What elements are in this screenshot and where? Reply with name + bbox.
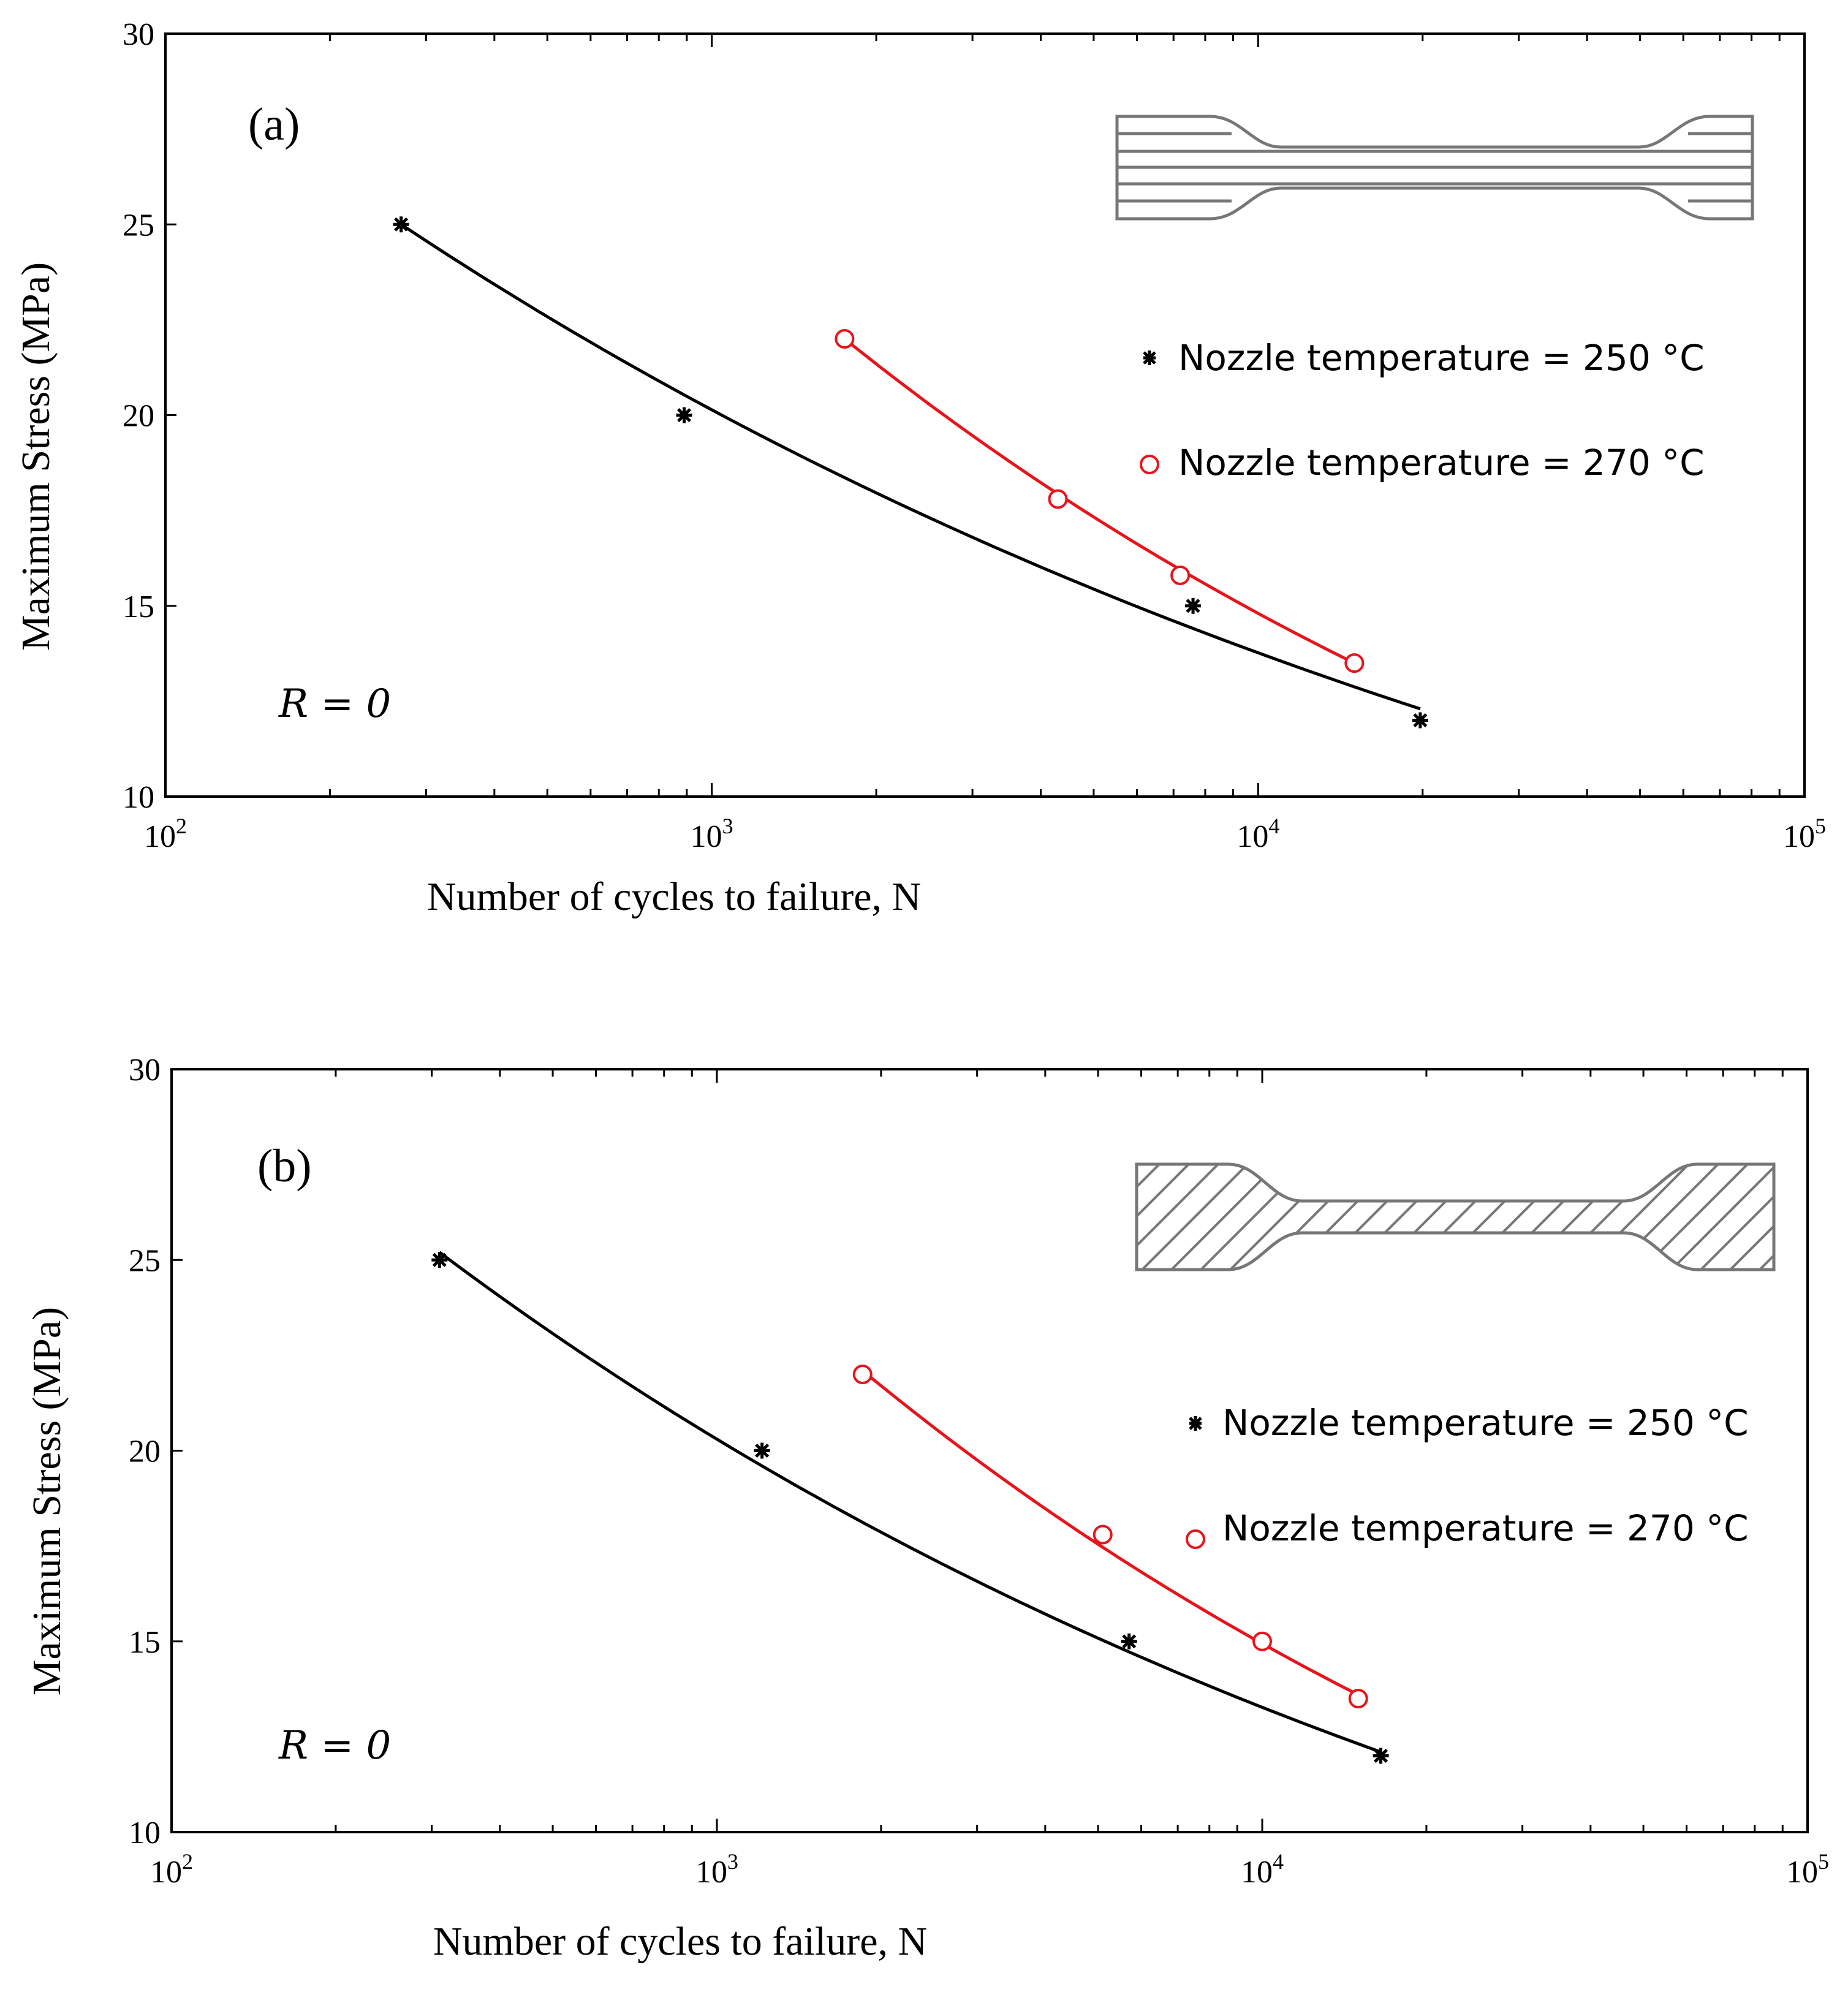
legend-label: Nozzle temperature = 270 °C — [1178, 442, 1705, 483]
x-tick-label: 103 — [695, 1849, 738, 1890]
y-tick-label: 25 — [129, 1243, 161, 1278]
data-point-asterisk — [393, 216, 409, 233]
y-tick-label: 15 — [129, 1625, 161, 1660]
legend-item-270: Nozzle temperature = 270 °C — [1186, 1507, 1749, 1549]
data-point-asterisk — [431, 1252, 448, 1268]
x-tick-label: 103 — [691, 814, 733, 854]
legend-label: Nozzle temperature = 250 °C — [1178, 337, 1705, 379]
data-point-asterisk — [676, 407, 692, 423]
y-tick-label: 10 — [129, 1816, 161, 1850]
x-ticks — [164, 34, 1781, 797]
y-ticks — [172, 1068, 183, 1833]
y-tick-label: 25 — [123, 208, 154, 243]
legend: Nozzle temperature = 250 °C Nozzle tempe… — [1140, 337, 1705, 483]
y-tick-label: 15 — [123, 589, 154, 624]
y-tick-label: 20 — [123, 399, 154, 434]
data-point-circle — [852, 1365, 873, 1384]
series-layer — [431, 1251, 1389, 1764]
series-0-fit-line — [400, 223, 1421, 711]
x-tick-labels: 102 103 104 105 — [144, 814, 1826, 854]
x-tick-label: 102 — [150, 1849, 193, 1890]
y-tick-label: 10 — [123, 780, 154, 815]
data-point-circle — [835, 329, 855, 349]
plot-area — [170, 1068, 1809, 1833]
y-ticks — [165, 32, 176, 798]
legend: Nozzle temperature = 250 °C Nozzle tempe… — [1186, 1402, 1749, 1549]
legend-item-250: Nozzle temperature = 250 °C — [1143, 337, 1705, 379]
specimen-icon-diagonal — [1135, 1162, 1776, 1271]
x-ticks — [170, 1069, 1784, 1832]
y-tick-labels: 10 15 20 25 30 — [129, 1053, 161, 1850]
stress-ratio-annotation: R = 0 — [278, 681, 391, 727]
data-point-circle — [1048, 489, 1068, 509]
data-point-asterisk — [1121, 1633, 1137, 1650]
data-point-circle — [1170, 565, 1191, 585]
legend-marker-circle — [1140, 455, 1159, 474]
series-layer — [393, 216, 1428, 729]
x-tick-labels: 102 103 104 105 — [150, 1849, 1829, 1890]
series-1-fit-line — [862, 1369, 1359, 1697]
legend-item-270: Nozzle temperature = 270 °C — [1140, 442, 1705, 483]
panel-a: 10 15 20 25 30 102 103 104 105 Number of… — [13, 17, 1826, 919]
y-tick-label: 30 — [123, 17, 154, 52]
y-tick-label: 20 — [129, 1434, 161, 1469]
y-tick-labels: 10 15 20 25 30 — [123, 17, 154, 815]
legend-marker-circle — [1186, 1529, 1205, 1549]
y-axis-title: Maximum Stress (MPa) — [25, 1307, 69, 1695]
data-point-asterisk — [1185, 597, 1202, 614]
panel-label: (a) — [248, 99, 300, 150]
data-point-circle — [1093, 1525, 1113, 1545]
data-point-asterisk — [754, 1442, 770, 1459]
panel-b: 10 15 20 25 30 102 103 104 105 Number of… — [25, 1053, 1829, 1964]
legend-item-250: Nozzle temperature = 250 °C — [1189, 1402, 1749, 1444]
y-axis-title: Maximum Stress (MPa) — [13, 262, 58, 651]
data-point-circle — [1348, 1689, 1368, 1709]
legend-marker-asterisk — [1189, 1416, 1202, 1431]
x-tick-label: 104 — [1236, 814, 1279, 854]
data-point-asterisk — [1412, 712, 1428, 729]
x-axis-title: Number of cycles to failure, N — [433, 1919, 927, 1964]
x-axis-title: Number of cycles to failure, N — [427, 874, 921, 919]
y-tick-label: 30 — [129, 1053, 161, 1088]
data-point-circle — [1344, 653, 1365, 673]
specimen-icon-longitudinal — [1115, 115, 1754, 221]
legend-marker-asterisk — [1143, 350, 1156, 365]
panel-label: (b) — [257, 1140, 312, 1192]
stress-ratio-annotation: R = 0 — [278, 1723, 391, 1768]
x-tick-label: 105 — [1783, 814, 1826, 854]
data-point-asterisk — [1373, 1748, 1389, 1764]
legend-label: Nozzle temperature = 250 °C — [1222, 1402, 1749, 1444]
legend-label: Nozzle temperature = 270 °C — [1222, 1507, 1749, 1549]
x-tick-label: 102 — [144, 814, 187, 854]
x-tick-label: 105 — [1786, 1849, 1829, 1890]
x-tick-label: 104 — [1241, 1849, 1284, 1890]
series-0-fit-line — [438, 1251, 1382, 1754]
data-point-circle — [1252, 1631, 1272, 1651]
series-1-fit-line — [843, 338, 1355, 665]
